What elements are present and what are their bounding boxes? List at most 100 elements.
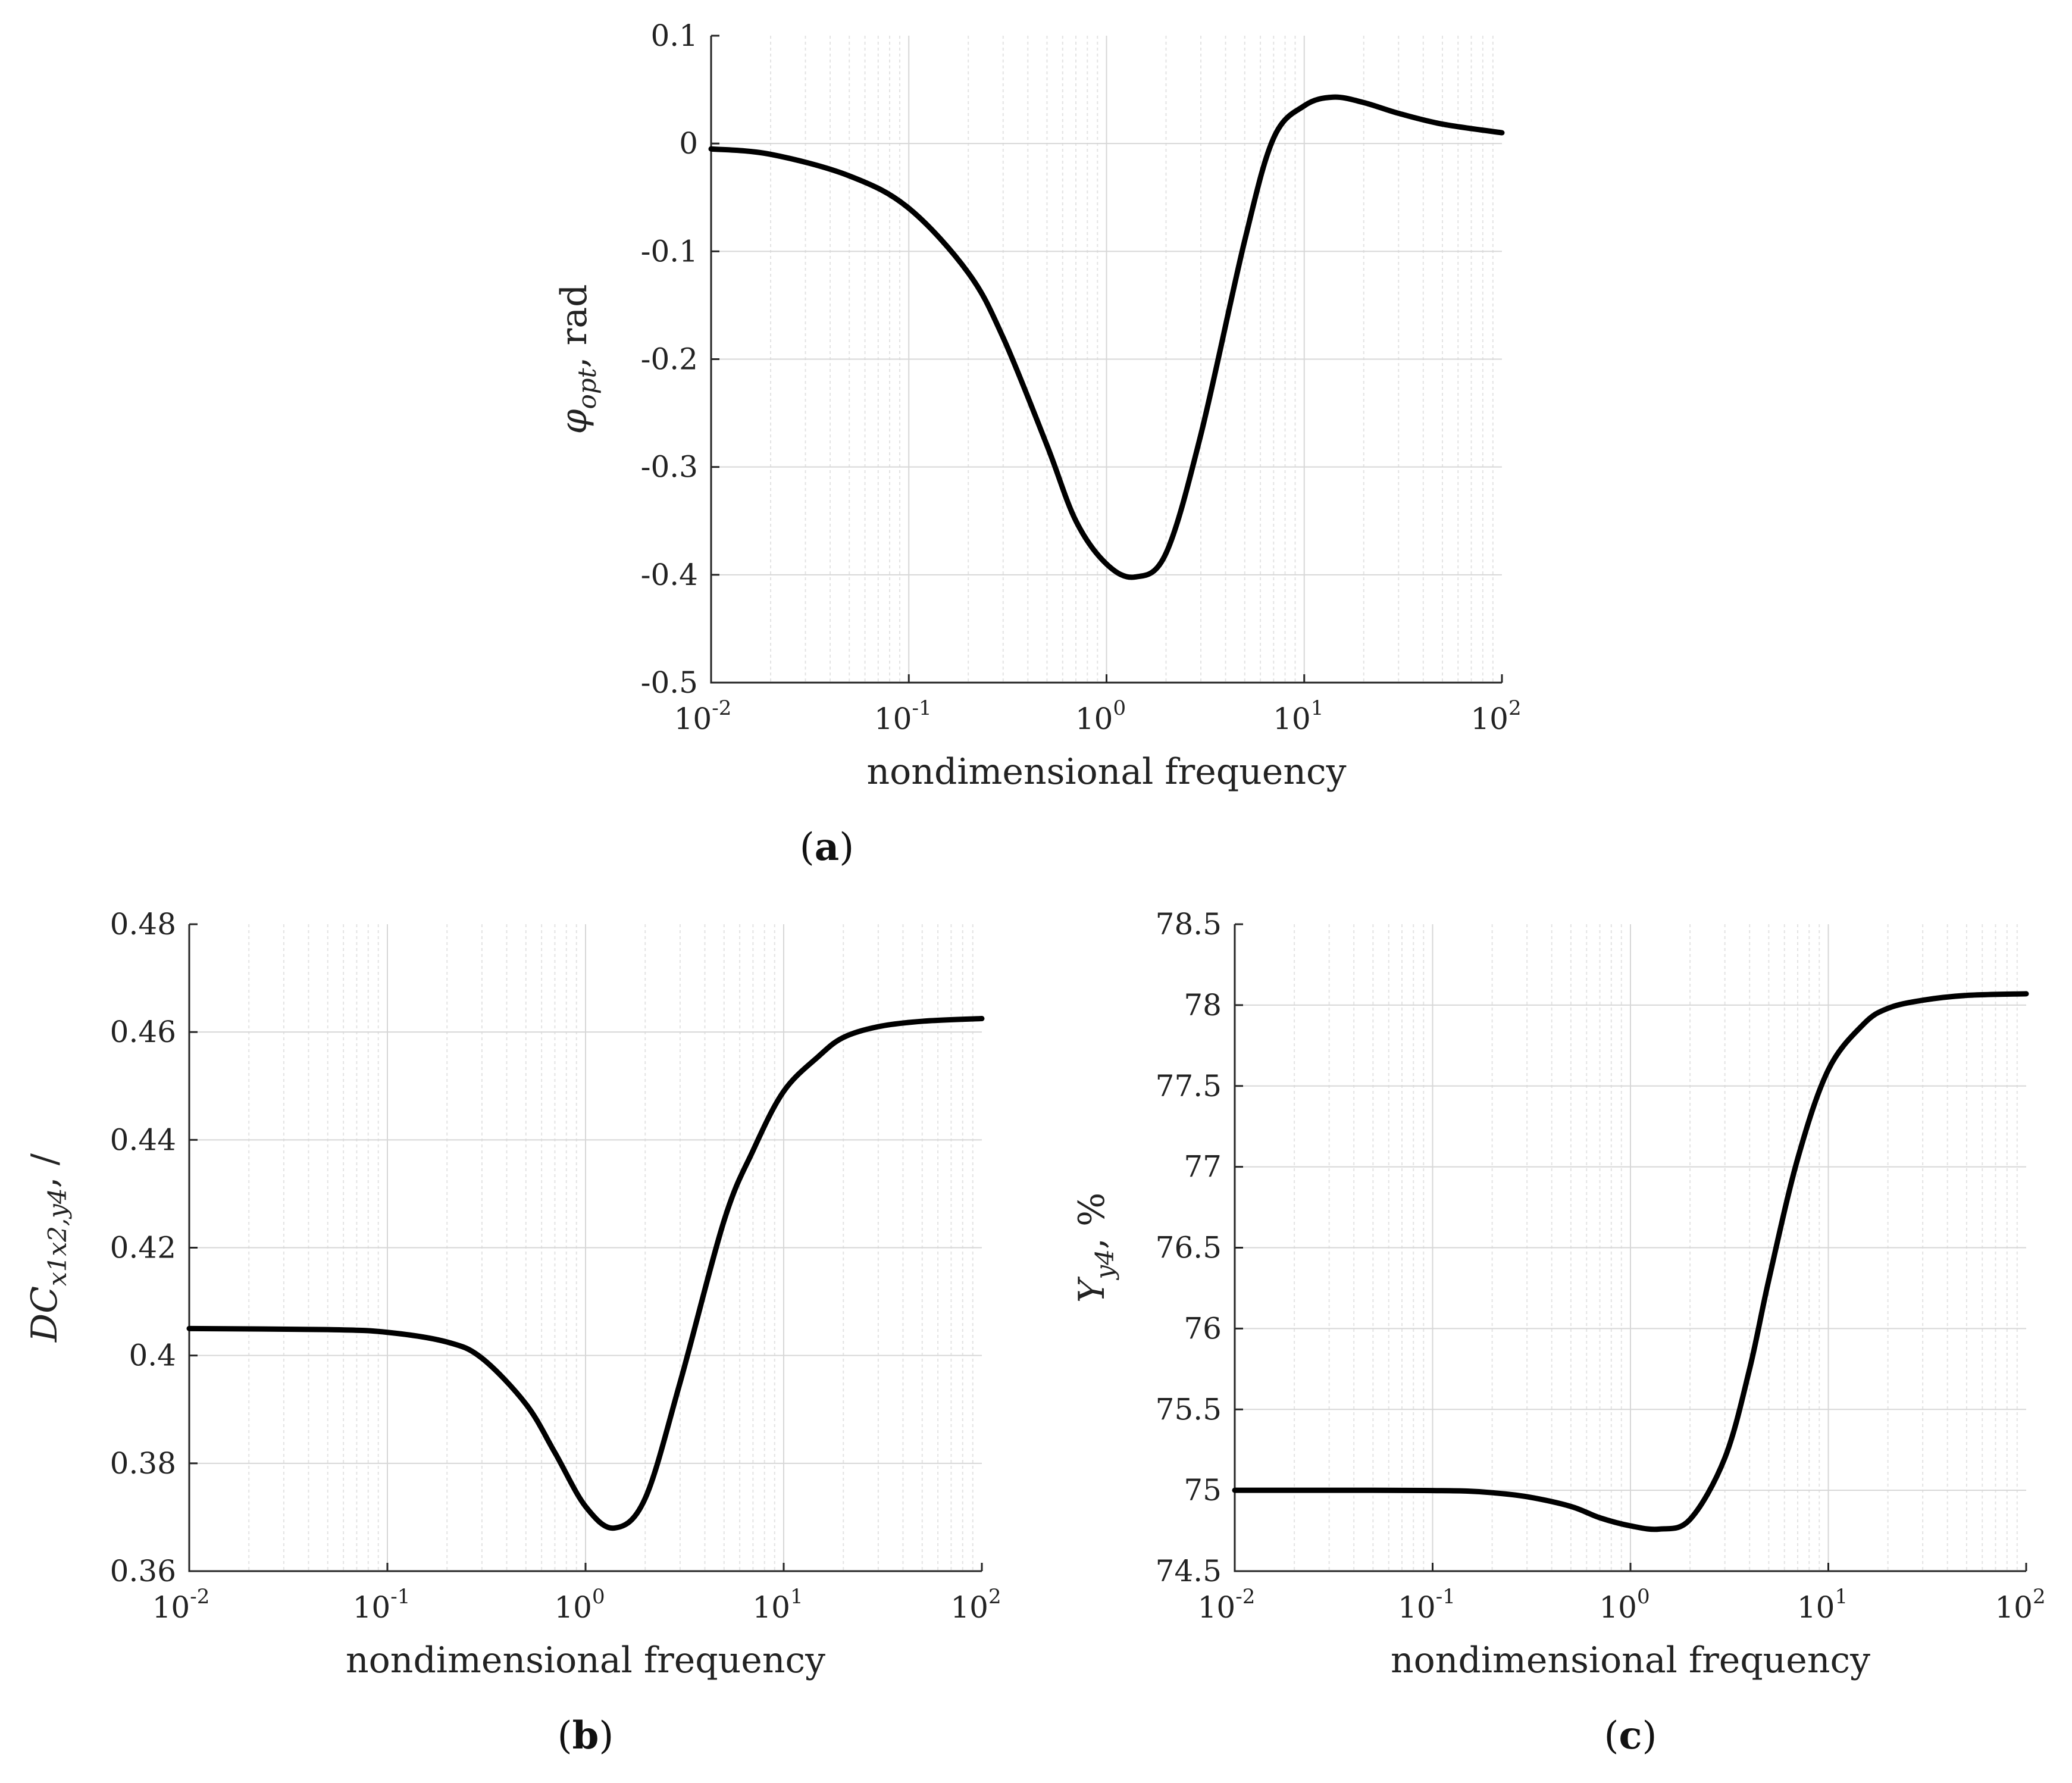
y-tick-label: 78.5 — [1156, 907, 1222, 941]
x-tick-base: 10 — [752, 1590, 790, 1625]
panel-label: (a) — [800, 825, 854, 869]
y-tick-label: 76.5 — [1156, 1231, 1222, 1265]
y-tick-label: 0.36 — [110, 1554, 176, 1588]
panel-label-close: ) — [599, 1714, 614, 1758]
x-tick-label: 100 — [1599, 1585, 1650, 1625]
y-tick-label: -0.3 — [641, 450, 698, 484]
x-tick-exponent: 2 — [2033, 1585, 2046, 1609]
x-axis-label: nondimensional frequency — [1391, 1640, 1870, 1681]
panel-label: (b) — [558, 1713, 614, 1758]
y-tick-label: 0.38 — [110, 1446, 176, 1481]
x-tick-exponent: 0 — [1113, 696, 1126, 720]
panel-label-open: ( — [1604, 1714, 1619, 1758]
x-tick-exponent: 1 — [1835, 1585, 1848, 1609]
x-tick-label: 10-2 — [1198, 1585, 1256, 1625]
x-tick-base: 10 — [1995, 1590, 2033, 1625]
y-tick-label: 75.5 — [1156, 1392, 1222, 1427]
panel-label-letter: a — [815, 825, 839, 869]
x-tick-exponent: 0 — [1637, 1585, 1650, 1609]
x-tick-exponent: 2 — [1508, 696, 1522, 720]
x-tick-base: 10 — [874, 702, 912, 736]
y-tick-label: -0.1 — [641, 234, 698, 268]
y-label-symbol: DC — [24, 1286, 65, 1343]
y-tick-label: -0.4 — [641, 558, 698, 592]
x-tick-exponent: 1 — [790, 1585, 803, 1609]
x-tick-label: 102 — [950, 1585, 1001, 1625]
x-tick-exponent: -2 — [712, 696, 731, 720]
y-tick-label: 0.46 — [110, 1015, 176, 1049]
panel-label-close: ) — [1642, 1714, 1657, 1758]
x-tick-base: 10 — [1273, 702, 1311, 736]
x-tick-base: 10 — [1470, 702, 1508, 736]
x-tick-base: 10 — [554, 1590, 592, 1625]
y-label-symbol: φ — [553, 409, 595, 434]
x-tick-label: 102 — [1995, 1585, 2045, 1625]
x-tick-base: 10 — [353, 1590, 391, 1625]
y-tick-label: 0.42 — [110, 1231, 176, 1265]
x-tick-label: 10-1 — [874, 696, 932, 736]
panel-a: -0.5-0.4-0.3-0.2-0.100.110-2 10-1 100 101 10… — [553, 18, 1522, 869]
y-axis-label: Yy4, % — [1071, 1193, 1119, 1303]
y-tick-label: 0.44 — [110, 1122, 176, 1157]
y-axis-label: φopt, rad — [553, 284, 602, 434]
y-tick-label: 78 — [1184, 988, 1222, 1022]
y-tick-label: 75 — [1184, 1473, 1222, 1507]
y-tick-label: 0.48 — [110, 907, 176, 941]
panel-label-letter: c — [1619, 1713, 1642, 1758]
x-tick-label: 10-1 — [353, 1585, 411, 1625]
panel-label-open: ( — [558, 1714, 572, 1758]
y-tick-label: 77 — [1184, 1150, 1222, 1184]
x-tick-base: 10 — [1599, 1590, 1637, 1625]
panel-label: (c) — [1604, 1713, 1657, 1758]
x-tick-label: 101 — [1797, 1585, 1848, 1625]
x-tick-label: 100 — [1075, 696, 1126, 736]
x-tick-base: 10 — [1398, 1590, 1436, 1625]
y-tick-label: -0.2 — [641, 342, 698, 377]
x-tick-base: 10 — [950, 1590, 988, 1625]
y-tick-label: 0.4 — [129, 1338, 176, 1373]
panel-label-open: ( — [800, 825, 815, 869]
x-tick-label: 100 — [554, 1585, 605, 1625]
x-tick-base: 10 — [1797, 1590, 1835, 1625]
y-label-unit: , rad — [553, 284, 595, 368]
x-tick-label: 101 — [1273, 696, 1323, 736]
series-line-phi_opt — [708, 94, 1505, 580]
y-label-symbol: Y — [1071, 1276, 1113, 1303]
x-tick-exponent: -2 — [1235, 1585, 1255, 1609]
x-tick-base: 10 — [152, 1590, 190, 1625]
x-tick-exponent: 1 — [1311, 696, 1324, 720]
y-tick-label: 0.1 — [650, 18, 698, 53]
y-tick-label: 76 — [1184, 1311, 1222, 1346]
x-tick-base: 10 — [1075, 702, 1113, 736]
y-label-subscript: opt — [572, 368, 602, 409]
y-tick-label: 77.5 — [1156, 1069, 1222, 1103]
x-axis-label: nondimensional frequency — [867, 751, 1347, 793]
x-tick-label: 102 — [1470, 696, 1521, 736]
x-tick-base: 10 — [674, 702, 712, 736]
y-tick-label: 0 — [679, 126, 698, 161]
x-tick-exponent: -2 — [190, 1585, 209, 1609]
y-tick-label: 74.5 — [1156, 1554, 1222, 1588]
y-label-unit: , % — [1071, 1193, 1113, 1249]
x-tick-exponent: 0 — [592, 1585, 605, 1609]
y-tick-label: -0.5 — [641, 665, 698, 700]
x-tick-exponent: -1 — [390, 1585, 410, 1609]
series-line-Y_y4 — [1232, 991, 2029, 1532]
x-tick-label: 10-2 — [674, 696, 732, 736]
x-tick-label: 101 — [752, 1585, 803, 1625]
x-axis-label: nondimensional frequency — [346, 1640, 825, 1681]
series-line-DC_x1x2_y4 — [186, 1016, 985, 1531]
panel-label-letter: b — [572, 1713, 599, 1758]
y-label-subscript: x1x2,y4 — [43, 1188, 72, 1286]
x-tick-label: 10-1 — [1398, 1585, 1456, 1625]
y-axis-label: DCx1x2,y4, / — [24, 1153, 72, 1343]
x-tick-exponent: -1 — [1436, 1585, 1456, 1609]
x-tick-base: 10 — [1198, 1590, 1236, 1625]
x-tick-exponent: 2 — [988, 1585, 1001, 1609]
y-label-unit: , / — [24, 1153, 65, 1188]
panel-label-close: ) — [839, 825, 854, 869]
x-tick-exponent: -1 — [912, 696, 932, 720]
